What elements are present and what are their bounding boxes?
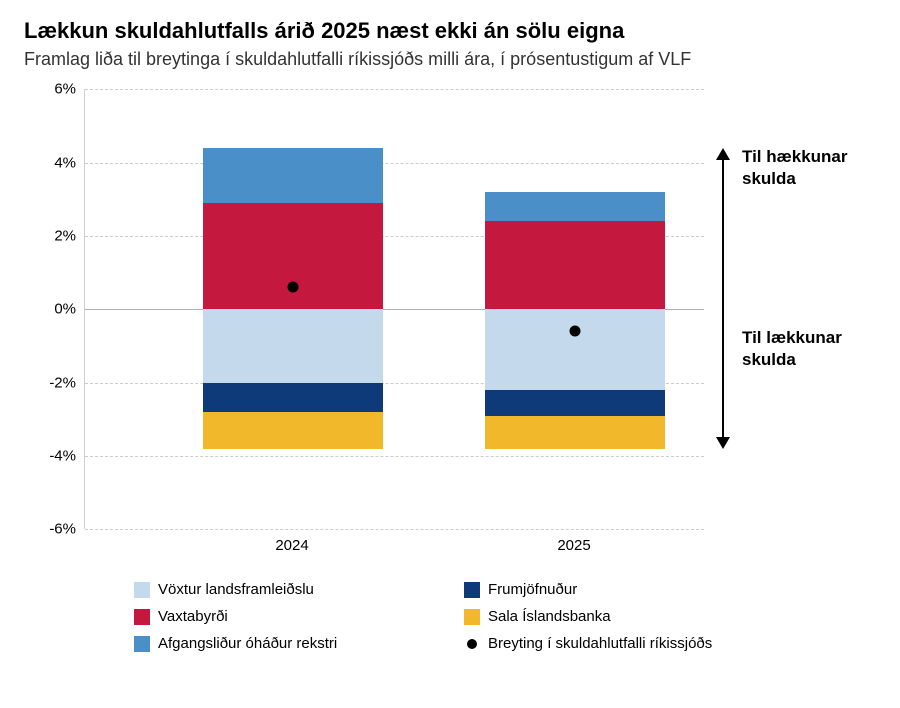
bar-segment-frumjofnudur bbox=[203, 383, 383, 412]
y-tick-label: 4% bbox=[54, 154, 76, 171]
bar-segment-afgangslidur bbox=[203, 148, 383, 203]
bar-segment-vaxtabyrdi bbox=[485, 221, 665, 309]
legend-item: Vaxtabyrði bbox=[134, 608, 444, 625]
y-tick-label: -6% bbox=[49, 521, 76, 538]
side-annotations: Til hækkunar skulda Til lækkunar skulda bbox=[714, 89, 874, 529]
plot-region bbox=[84, 89, 704, 529]
bar-segment-voxtur_landsframleidslu bbox=[203, 309, 383, 382]
chart-title: Lækkun skuldahlutfalls árið 2025 næst ek… bbox=[24, 18, 876, 44]
legend-label: Frumjöfnuður bbox=[488, 581, 577, 598]
arrow-up-icon bbox=[716, 148, 730, 160]
legend-label: Breyting í skuldahlutfalli ríkissjóðs bbox=[488, 635, 712, 652]
label-decrease-debt: Til lækkunar skulda bbox=[742, 327, 874, 371]
y-tick-label: 6% bbox=[54, 81, 76, 98]
legend-item: Sala Íslandsbanka bbox=[464, 608, 814, 625]
legend-item: Breyting í skuldahlutfalli ríkissjóðs bbox=[464, 635, 814, 652]
net-change-marker bbox=[570, 326, 581, 337]
bar-segment-voxtur_landsframleidslu bbox=[485, 309, 665, 390]
y-tick-label: 2% bbox=[54, 228, 76, 245]
legend-dot-icon bbox=[467, 639, 477, 649]
bar-segment-vaxtabyrdi bbox=[203, 203, 383, 309]
arrow-up-line bbox=[722, 158, 724, 309]
gridline bbox=[85, 529, 704, 530]
arrow-down-icon bbox=[716, 437, 730, 449]
bar-segment-afgangslidur bbox=[485, 192, 665, 221]
y-tick-label: -2% bbox=[49, 374, 76, 391]
y-axis: 6%4%2%0%-2%-4%-6% bbox=[24, 89, 84, 559]
legend: Vöxtur landsframleiðslu Frumjöfnuður Vaxta… bbox=[134, 581, 876, 652]
bar-segment-sala_islandsbanka bbox=[485, 416, 665, 449]
y-tick-label: 0% bbox=[54, 301, 76, 318]
y-tick-label: -4% bbox=[49, 448, 76, 465]
legend-label: Afgangsliður óháður rekstri bbox=[158, 635, 337, 652]
x-axis-label: 2025 bbox=[557, 537, 590, 554]
legend-swatch bbox=[464, 609, 480, 625]
legend-item: Vöxtur landsframleiðslu bbox=[134, 581, 444, 598]
legend-item: Afgangsliður óháður rekstri bbox=[134, 635, 444, 652]
bar-segment-sala_islandsbanka bbox=[203, 412, 383, 449]
chart-subtitle: Framlag liða til breytinga í skuldahlutf… bbox=[24, 48, 876, 71]
legend-swatch bbox=[134, 636, 150, 652]
chart-area: 6%4%2%0%-2%-4%-6% Til hækkunar skuldaTil… bbox=[24, 89, 876, 559]
bar-group bbox=[485, 89, 665, 529]
legend-item: Frumjöfnuður bbox=[464, 581, 814, 598]
legend-label: Vaxtabyrði bbox=[158, 608, 228, 625]
x-axis-label: 2024 bbox=[275, 537, 308, 554]
arrow-down-line bbox=[722, 309, 724, 438]
legend-swatch bbox=[464, 582, 480, 598]
net-change-marker bbox=[288, 282, 299, 293]
legend-swatch bbox=[134, 582, 150, 598]
legend-label: Sala Íslandsbanka bbox=[488, 608, 611, 625]
bar-group bbox=[203, 89, 383, 529]
bar-segment-frumjofnudur bbox=[485, 390, 665, 416]
legend-label: Vöxtur landsframleiðslu bbox=[158, 581, 314, 598]
legend-swatch bbox=[134, 609, 150, 625]
label-increase-debt: Til hækkunar skulda bbox=[742, 146, 874, 190]
